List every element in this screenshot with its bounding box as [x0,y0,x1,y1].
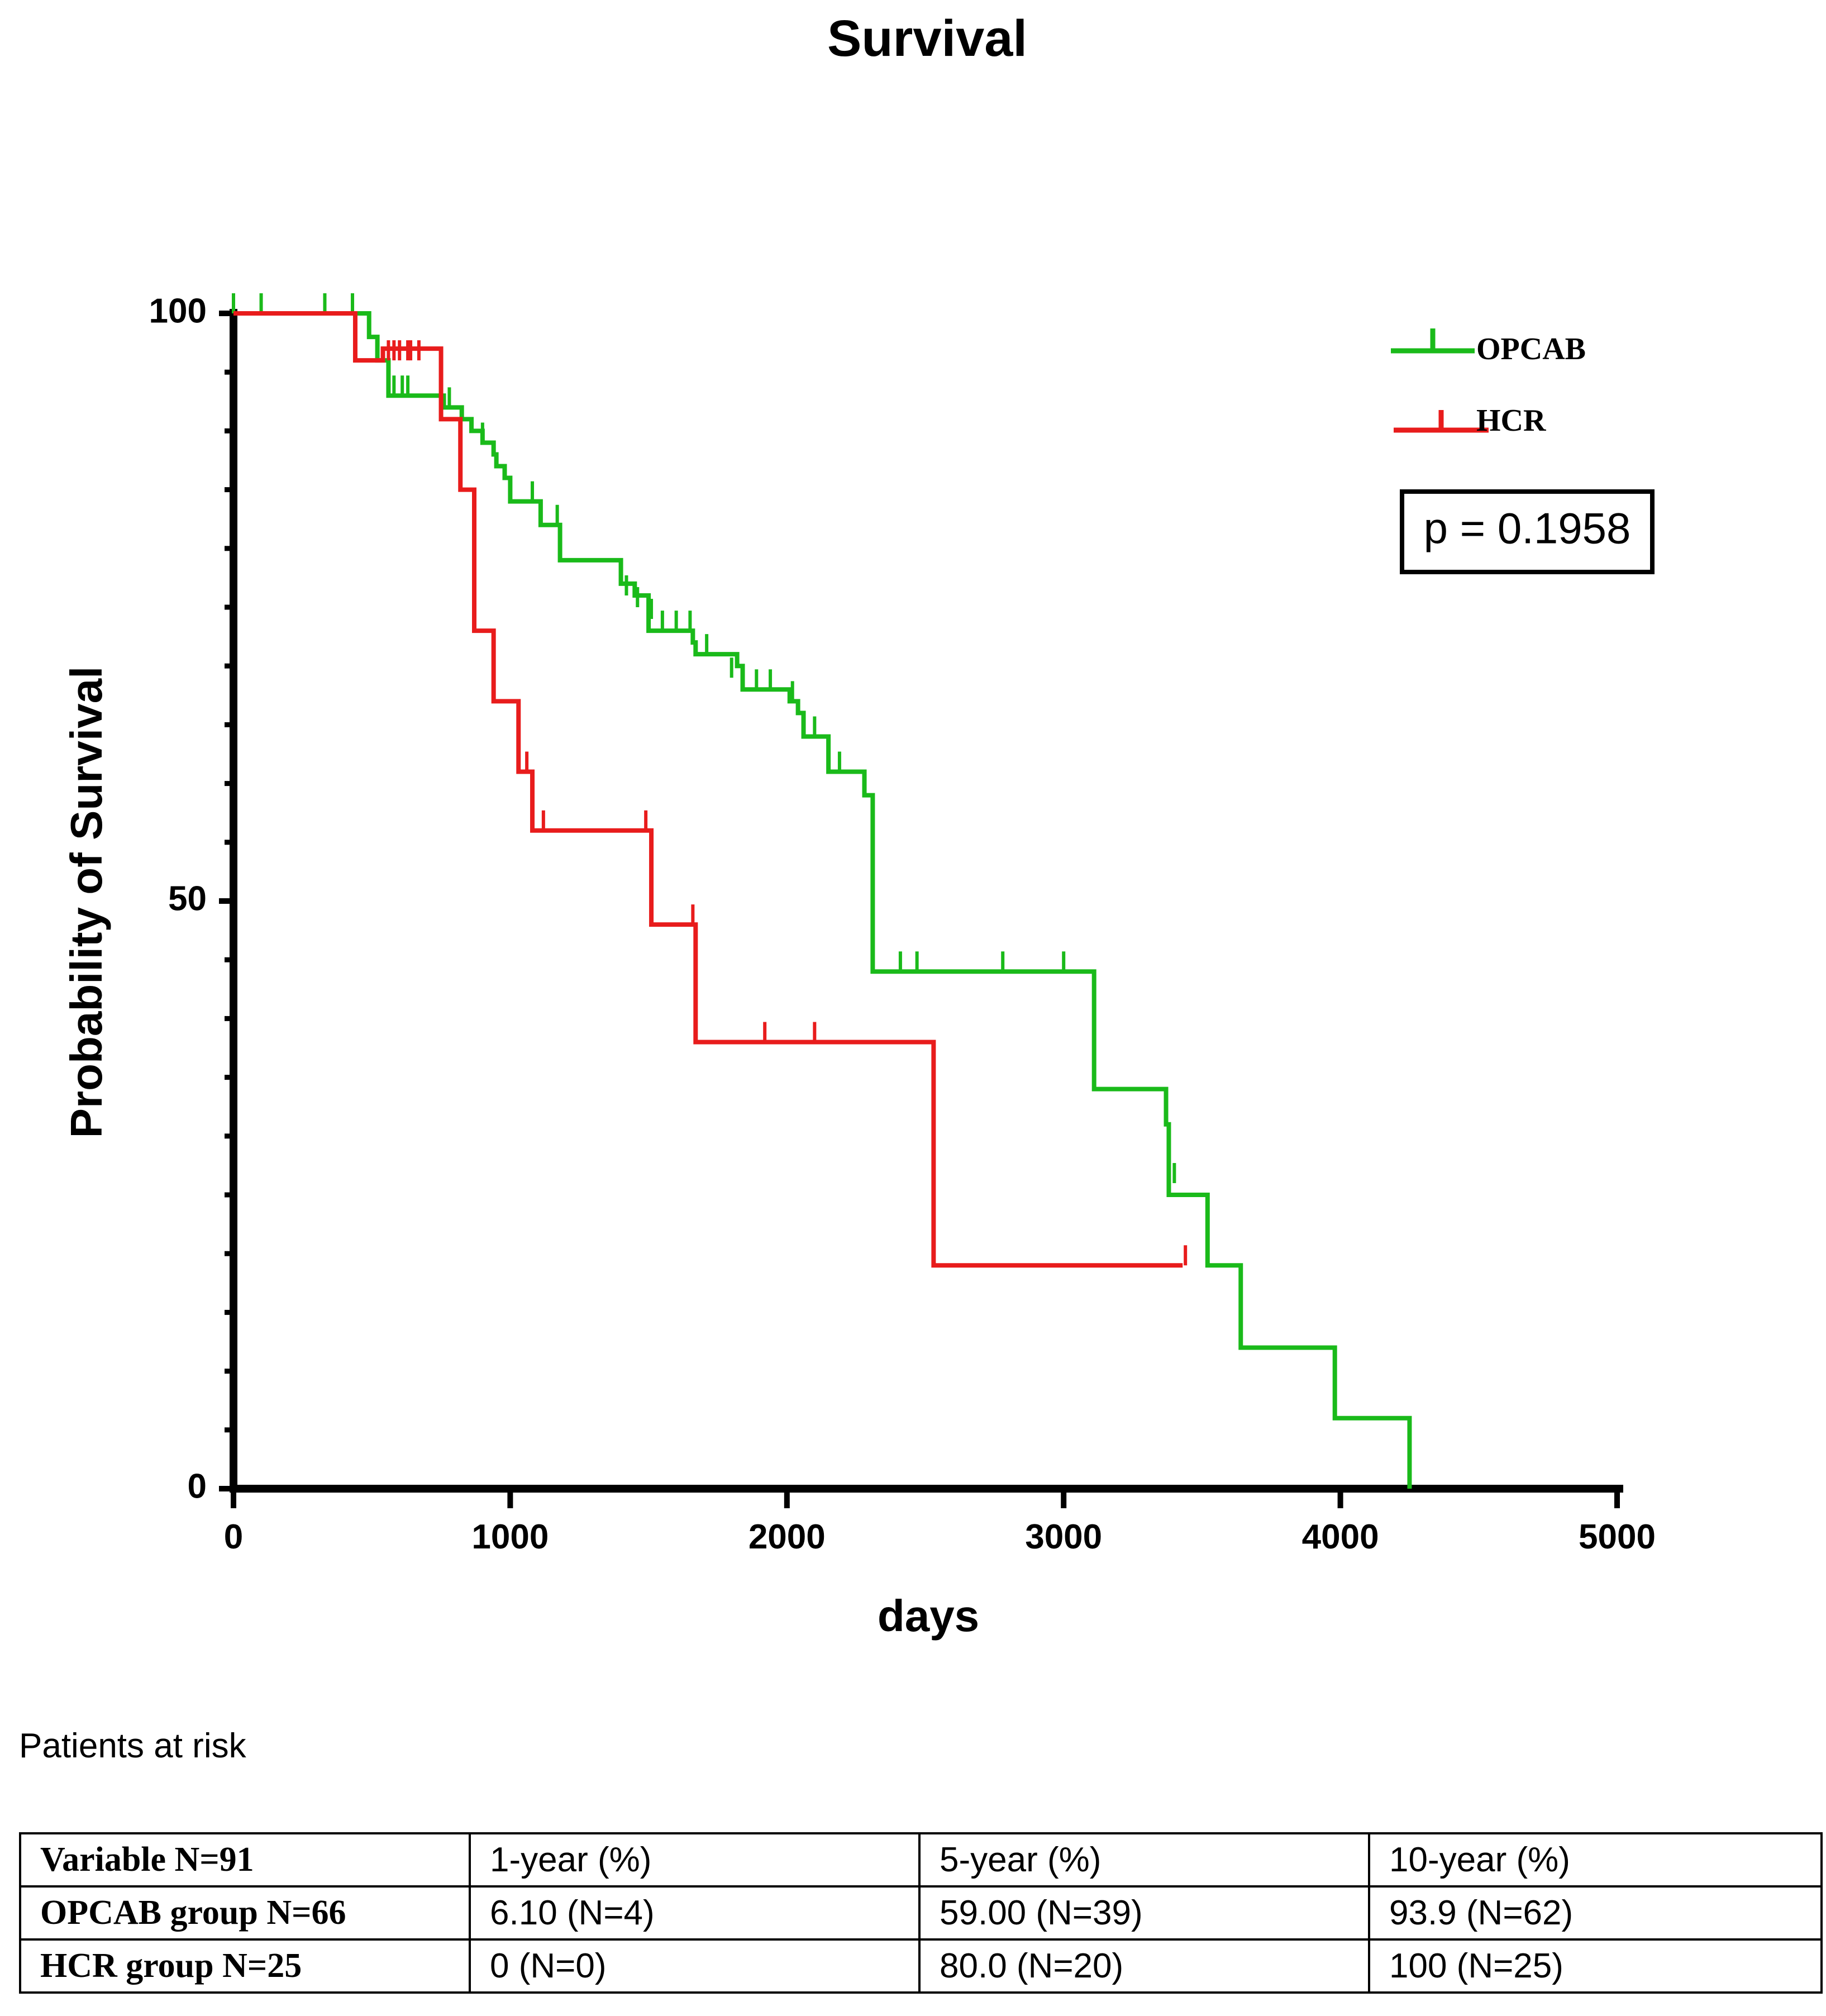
risk-table-row-opcab: OPCAB group N=66 6.10 (N=4) 59.00 (N=39)… [19,1885,1823,1941]
p-value-text: p = 0.1958 [1424,504,1631,553]
row-cell: 0 (N=0) [469,1938,921,1994]
row-cell: 59.00 (N=39) [918,1885,1370,1941]
p-value-frame [1400,489,1655,574]
y-tick-label: 100 [149,292,207,330]
row-cell: 80.0 (N=20) [918,1938,1370,1994]
legend-opcab-label: OPCAB [1476,332,1586,366]
legend-hcr-line-icon [1394,410,1489,433]
risk-table-row-hcr: HCR group N=25 0 (N=0) 80.0 (N=20) 100 (… [19,1938,1823,1994]
legend-opcab-line-icon [1391,328,1475,354]
legend-entry-hcr: HCR [1394,403,1546,438]
x-tick-label: 0 [224,1518,243,1556]
series-opcab [232,293,1412,1489]
p-value-box: p = 0.1958 [1400,489,1655,574]
y-tick-label: 0 [188,1467,207,1505]
x-tick-label: 2000 [748,1518,826,1556]
header-5-year: 5-year (%) [918,1832,1370,1888]
row-cell: 6.10 (N=4) [469,1885,921,1941]
row-label: HCR group N=25 [19,1938,471,1994]
x-tick-label: 4000 [1302,1518,1379,1556]
legend: OPCAB HCR [1391,328,1586,438]
y-axis-ticks: 0 50 100 [149,292,233,1505]
x-tick-label: 5000 [1579,1518,1656,1556]
x-tick-label: 1000 [471,1518,549,1556]
series-line-hcr [233,311,1183,1268]
row-label: OPCAB group N=66 [19,1885,471,1941]
legend-entry-opcab: OPCAB [1391,328,1586,366]
x-tick-label: 3000 [1025,1518,1102,1556]
y-axis-label: Probability of Survival [61,666,111,1138]
header-variable: Variable N=91 [19,1832,471,1888]
y-tick-label: 50 [168,879,207,918]
series-line-opcab [233,311,1412,1489]
survival-chart: Survival 0 50 100 0 1000 2000 3000 4000 5000 Pr… [61,10,1656,1641]
risk-table-caption: Patients at risk [19,1727,246,1765]
chart-title: Survival [827,10,1027,67]
risk-table: Variable N=91 1-year (%) 5-year (%) 10-y… [19,1832,1823,1994]
x-axis-ticks: 0 1000 2000 3000 4000 5000 [224,1489,1656,1556]
header-1-year: 1-year (%) [469,1832,921,1888]
row-cell: 93.9 (N=62) [1368,1885,1823,1941]
risk-table-header-row: Variable N=91 1-year (%) 5-year (%) 10-y… [19,1832,1823,1888]
series-layer [232,293,1412,1489]
series-hcr [233,311,1188,1268]
legend-hcr-label: HCR [1476,403,1546,438]
x-axis-label: days [878,1591,979,1641]
header-10-year: 10-year (%) [1368,1832,1823,1888]
row-cell: 100 (N=25) [1368,1938,1823,1994]
